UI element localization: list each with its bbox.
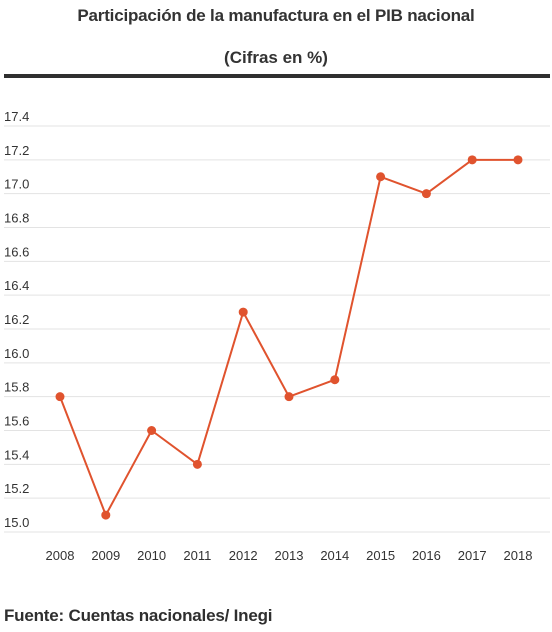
gridlines [4,125,550,533]
x-tick-label: 2008 [46,548,75,563]
data-point [101,510,111,520]
x-tick-label: 2013 [275,548,304,563]
data-point [192,459,202,469]
data-point [147,426,157,435]
x-axis-ticks: 2008 2009 2010 2011 2012 2013 2014 2015 2016 2017… [46,548,533,563]
y-tick-label: 17.4 [4,109,29,124]
y-tick-label: 15.4 [4,447,29,462]
data-point [376,172,386,182]
data-point [238,307,248,317]
data-point [421,189,431,199]
y-tick-label: 16.4 [4,278,29,293]
x-tick-label: 2018 [504,548,533,563]
data-point [55,392,65,402]
x-tick-label: 2010 [137,548,166,563]
y-tick-label: 15.0 [4,515,29,530]
data-point [284,392,294,402]
y-tick-label: 16.2 [4,312,29,327]
y-tick-label: 17.2 [4,143,29,158]
x-tick-label: 2015 [366,548,395,563]
data-point [513,155,523,165]
y-tick-label: 17.0 [4,177,29,192]
x-tick-label: 2014 [320,548,349,563]
y-tick-label: 16.0 [4,346,29,361]
y-tick-label: 16.8 [4,211,29,226]
x-tick-label: 2012 [229,548,258,563]
data-point [330,375,340,385]
series-line-path [59,158,518,517]
x-tick-label: 2016 [412,548,441,563]
x-tick-label: 2009 [91,548,120,563]
chart-subtitle: (Cifras en %) [224,48,328,67]
y-tick-label: 15.8 [4,380,29,395]
y-tick-label: 16.6 [4,244,29,259]
y-tick-label: 15.2 [4,481,29,496]
title-divider [4,74,550,78]
chart-title: Participación de la manufactura en el PI… [77,6,475,25]
y-tick-label: 15.6 [4,414,29,429]
x-tick-label: 2017 [458,548,487,563]
y-axis-ticks: 15.0 15.2 15.4 15.6 15.8 16.0 16.2 16.4 16.6 16.8… [4,109,29,530]
source-note: Fuente: Cuentas nacionales/ Inegi [4,606,273,625]
x-tick-label: 2011 [183,548,211,563]
series-line [59,158,518,517]
data-point [467,155,477,165]
series-points [55,155,523,520]
